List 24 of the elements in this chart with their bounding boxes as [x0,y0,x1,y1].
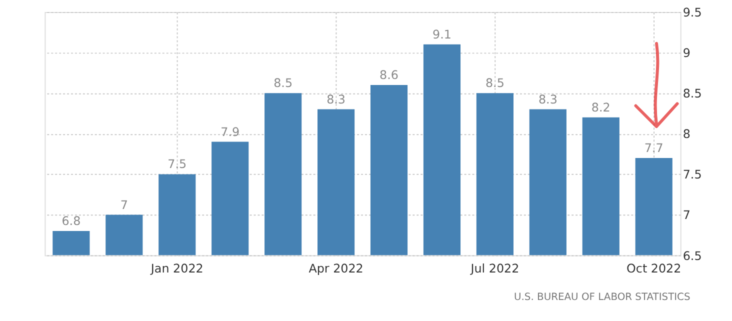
y-tick-label: 9 [682,46,690,60]
y-tick-label: 6.5 [682,248,702,263]
data-label: 7 [120,198,128,212]
data-label: 9.1 [432,27,452,42]
y-tick-label: 9.5 [682,5,702,20]
data-label: 7.7 [644,141,664,156]
y-tick-label: 7.5 [682,168,702,182]
y-tick-label: 7 [682,208,690,222]
data-label: 8.3 [538,92,558,106]
x-tick-label: Jan 2022 [150,262,204,276]
data-label: 8.6 [380,68,398,82]
x-tick-label: Apr 2022 [308,262,364,276]
x-tick-label: Jul 2022 [470,262,520,276]
data-label: 6.8 [62,214,81,228]
data-label: 7.9 [220,124,240,139]
data-label: 8.3 [326,92,346,106]
text: U.S. BUREAU OF LABOR STATISTICS [514,292,690,304]
data-label: 7.5 [168,157,187,172]
data-label: 8.2 [591,100,610,114]
data-label: 8.5 [274,76,293,90]
data-label: 8.5 [485,76,504,90]
y-tick-label: 8 [682,127,690,142]
y-tick-label: 8.5 [682,86,702,101]
x-tick-label: Oct 2022 [626,262,682,276]
